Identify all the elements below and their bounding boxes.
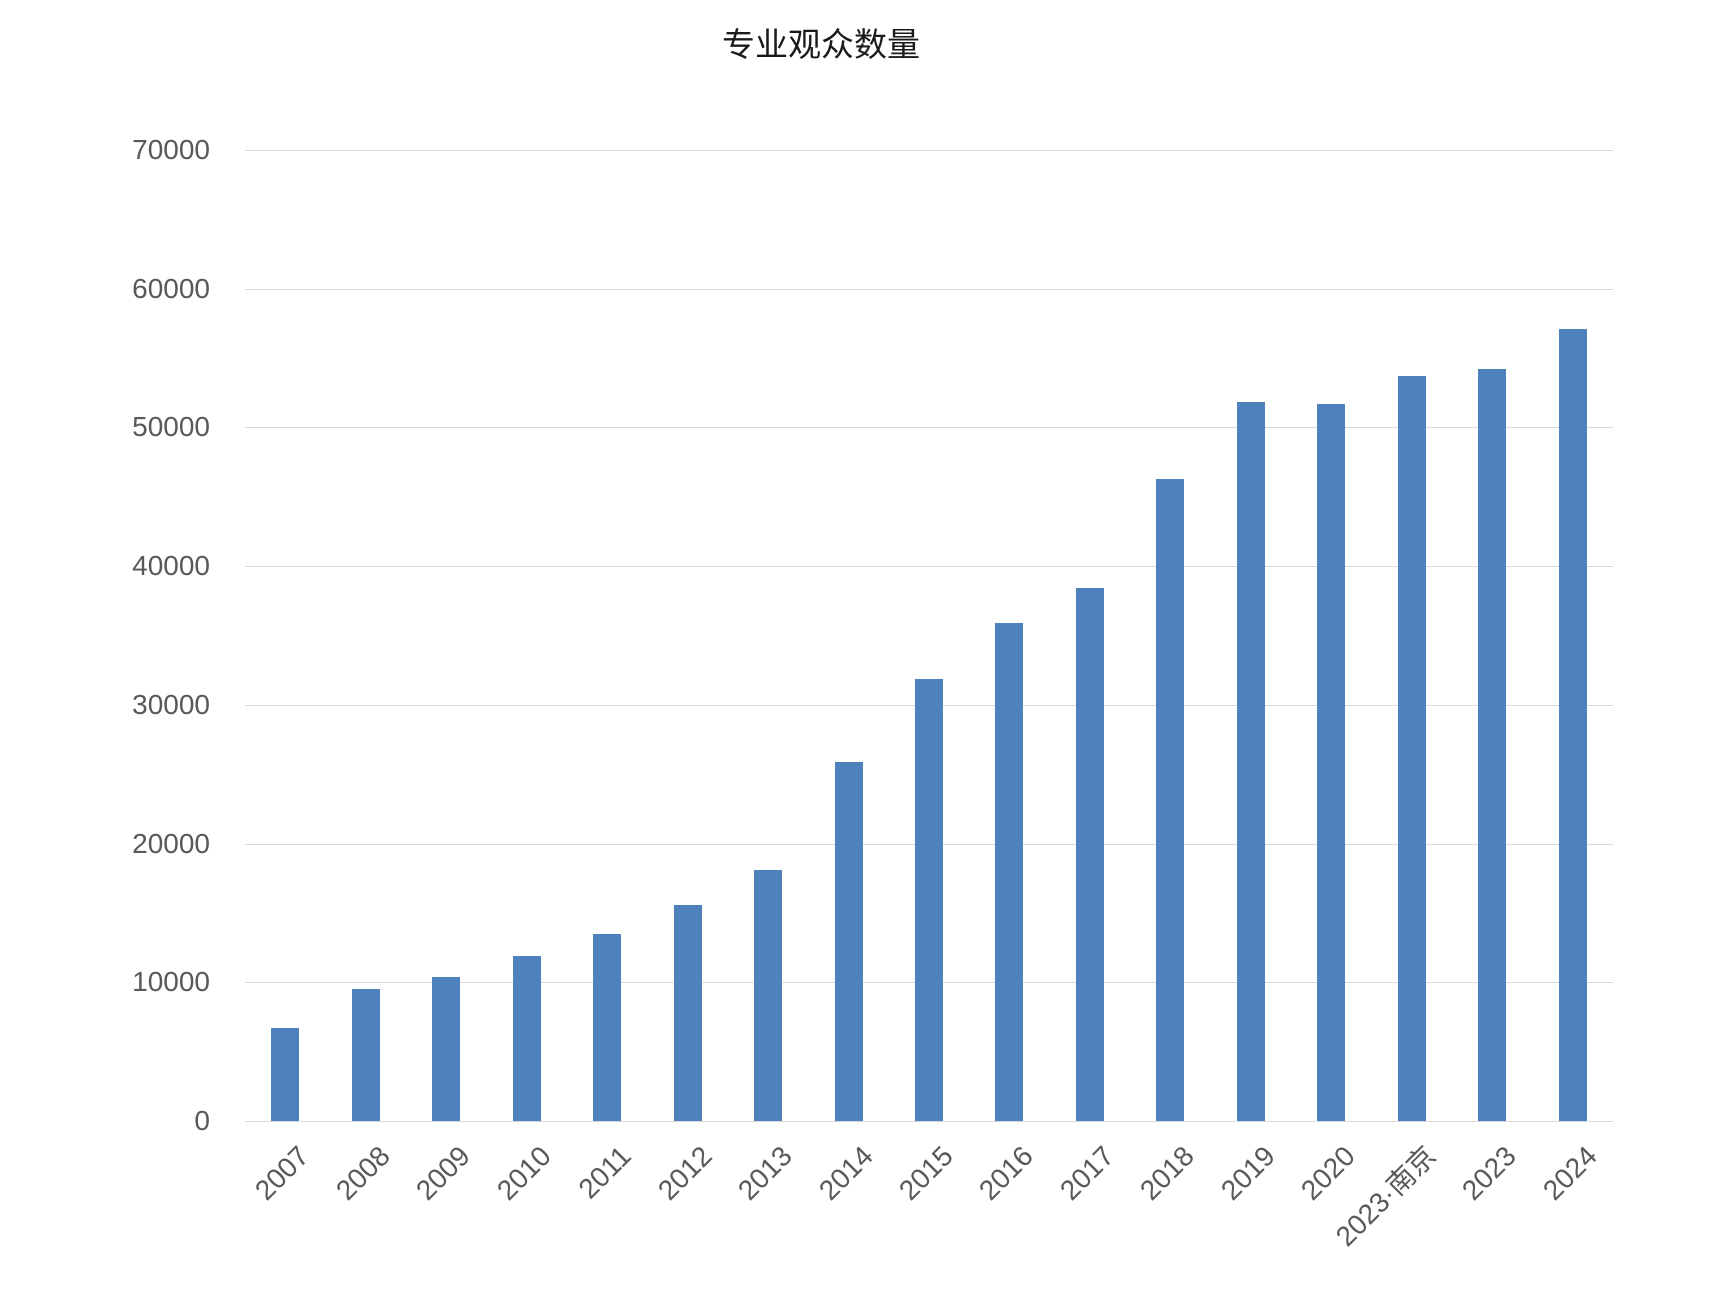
y-tick-label: 20000 (132, 828, 210, 859)
bar (593, 934, 621, 1121)
x-tick-label: 2008 (329, 1140, 396, 1206)
gridline (245, 566, 1613, 567)
bar (915, 679, 943, 1121)
bar (1237, 402, 1265, 1121)
chart-title: 专业观众数量 (722, 26, 920, 63)
bar (513, 956, 541, 1121)
bar (271, 1028, 299, 1121)
bar (1156, 479, 1184, 1121)
y-tick-label: 0 (194, 1105, 210, 1136)
y-tick-label: 10000 (132, 966, 210, 997)
x-tick-label: 2020 (1294, 1140, 1361, 1206)
x-tick-label: 2013 (731, 1140, 798, 1206)
x-tick-label: 2009 (409, 1140, 476, 1206)
bar (1076, 588, 1104, 1121)
bar (432, 977, 460, 1121)
bar (1478, 369, 1506, 1121)
x-tick-label: 2018 (1133, 1140, 1200, 1206)
x-tick-label: 2011 (572, 1140, 637, 1205)
gridline (245, 150, 1613, 151)
bar (1317, 404, 1345, 1121)
x-tick-label: 2023 (1455, 1140, 1522, 1206)
bar (674, 905, 702, 1121)
x-tick-label: 2014 (812, 1140, 879, 1206)
gridline (245, 427, 1613, 428)
y-tick-label: 70000 (132, 134, 210, 165)
x-tick-label: 2007 (248, 1140, 315, 1206)
x-tick-label: 2017 (1053, 1140, 1120, 1206)
x-tick-label: 2015 (892, 1140, 959, 1206)
bar (754, 870, 782, 1121)
y-tick-label: 60000 (132, 273, 210, 304)
x-tick-label: 2016 (972, 1140, 1039, 1206)
x-tick-label: 2019 (1214, 1140, 1281, 1206)
gridline (245, 1121, 1613, 1122)
y-tick-label: 50000 (132, 411, 210, 442)
x-tick-label: 2024 (1536, 1140, 1603, 1206)
y-tick-label: 40000 (132, 550, 210, 581)
bar (835, 762, 863, 1121)
bar (1398, 376, 1426, 1121)
bar (1559, 329, 1587, 1121)
x-tick-label: 2010 (490, 1140, 557, 1206)
x-tick-label: 2012 (651, 1140, 718, 1206)
y-tick-label: 30000 (132, 689, 210, 720)
bar (995, 623, 1023, 1121)
gridline (245, 289, 1613, 290)
bar (352, 989, 380, 1121)
